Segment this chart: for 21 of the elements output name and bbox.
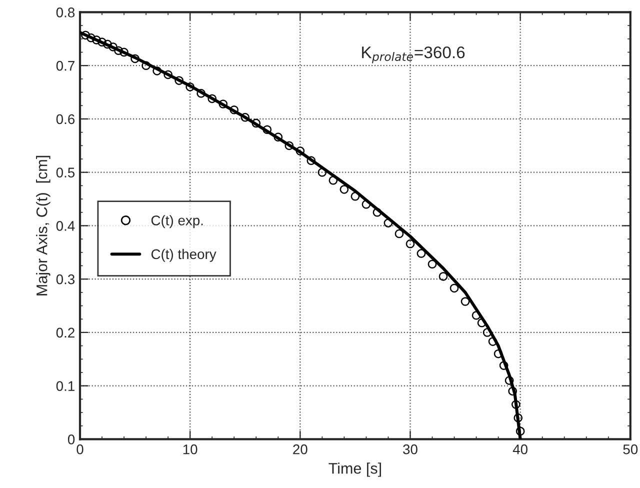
y-tick-label: 0.3 <box>56 274 75 284</box>
y-tick-label: 0.5 <box>56 168 75 178</box>
y-axis-title: Major Axis, C(t) [cm] <box>36 156 50 296</box>
legend-label: C(t) exp. <box>151 215 203 228</box>
x-tick-label: 40 <box>512 444 528 454</box>
annotation: K$_{prolate}$=360.6 <box>362 46 465 64</box>
x-tick-label: 0 <box>76 444 84 454</box>
y-tick-label: 0.7 <box>56 60 74 71</box>
x-tick-label: 30 <box>403 444 418 454</box>
line-series <box>80 30 522 440</box>
legend-label: C(t) theory <box>151 248 216 262</box>
y-tick-label: 0 <box>68 434 75 444</box>
x-tick-label: 20 <box>293 444 308 454</box>
x-axis-title: Time [s] <box>328 462 381 477</box>
y-tick-label: 0.1 <box>56 381 74 391</box>
y-tick-label: 0.4 <box>56 221 75 231</box>
y-tick-label: 0.2 <box>56 328 74 338</box>
y-tick-label: 0.8 <box>56 8 75 18</box>
x-tick-label: 10 <box>183 444 198 454</box>
y-tick-label: 0.6 <box>56 114 75 124</box>
x-tick-label: 50 <box>623 444 638 454</box>
